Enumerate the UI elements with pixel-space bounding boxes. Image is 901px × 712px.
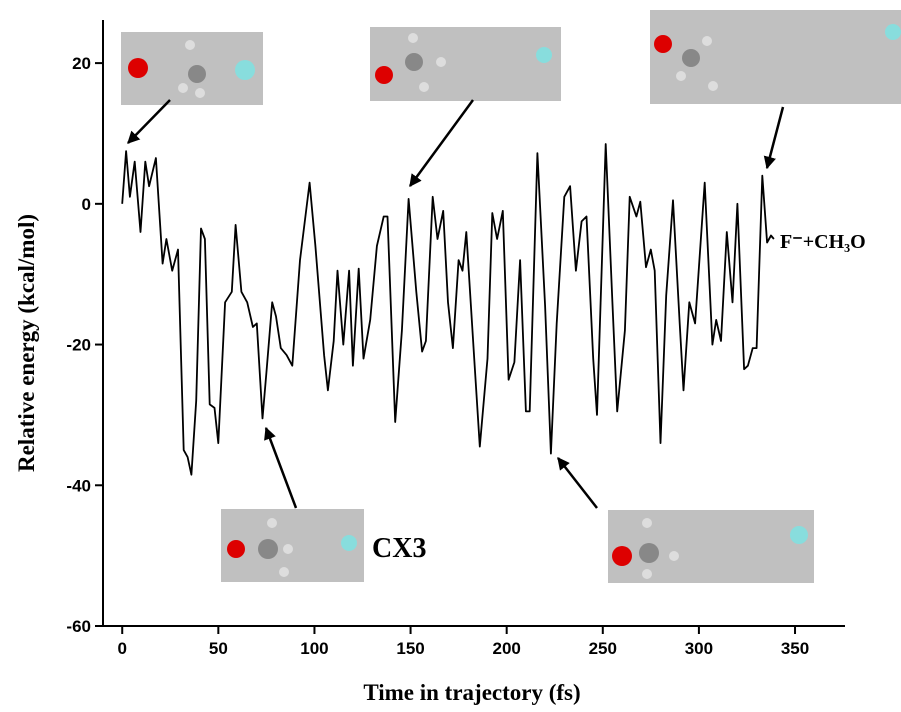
x-tick-label: 200 <box>492 639 520 658</box>
molecule-insets <box>121 10 901 583</box>
x-tick-label: 350 <box>781 639 809 658</box>
y-tick-label: 20 <box>72 54 91 73</box>
y-tick-label: 0 <box>82 195 91 214</box>
x-tick-label: 50 <box>209 639 228 658</box>
x-tick-label: 250 <box>589 639 617 658</box>
y-tick-label: -20 <box>66 336 91 355</box>
y-tick-label: -40 <box>66 476 91 495</box>
annotation: F⁻+CH₃O <box>780 231 866 253</box>
x-tick-label: 300 <box>685 639 713 658</box>
chart: Time in trajectory (fs) Relative energy … <box>0 0 901 712</box>
y-tick-label: -60 <box>66 617 91 636</box>
energy-line <box>122 144 774 475</box>
annotation: CX3 <box>372 533 426 564</box>
x-tick-label: 150 <box>396 639 424 658</box>
y-axis-title: Relative energy (kcal/mol) <box>14 214 39 472</box>
x-tick-label: 100 <box>300 639 328 658</box>
x-axis-title: Time in trajectory (fs) <box>363 680 580 705</box>
x-tick-label: 0 <box>117 639 126 658</box>
